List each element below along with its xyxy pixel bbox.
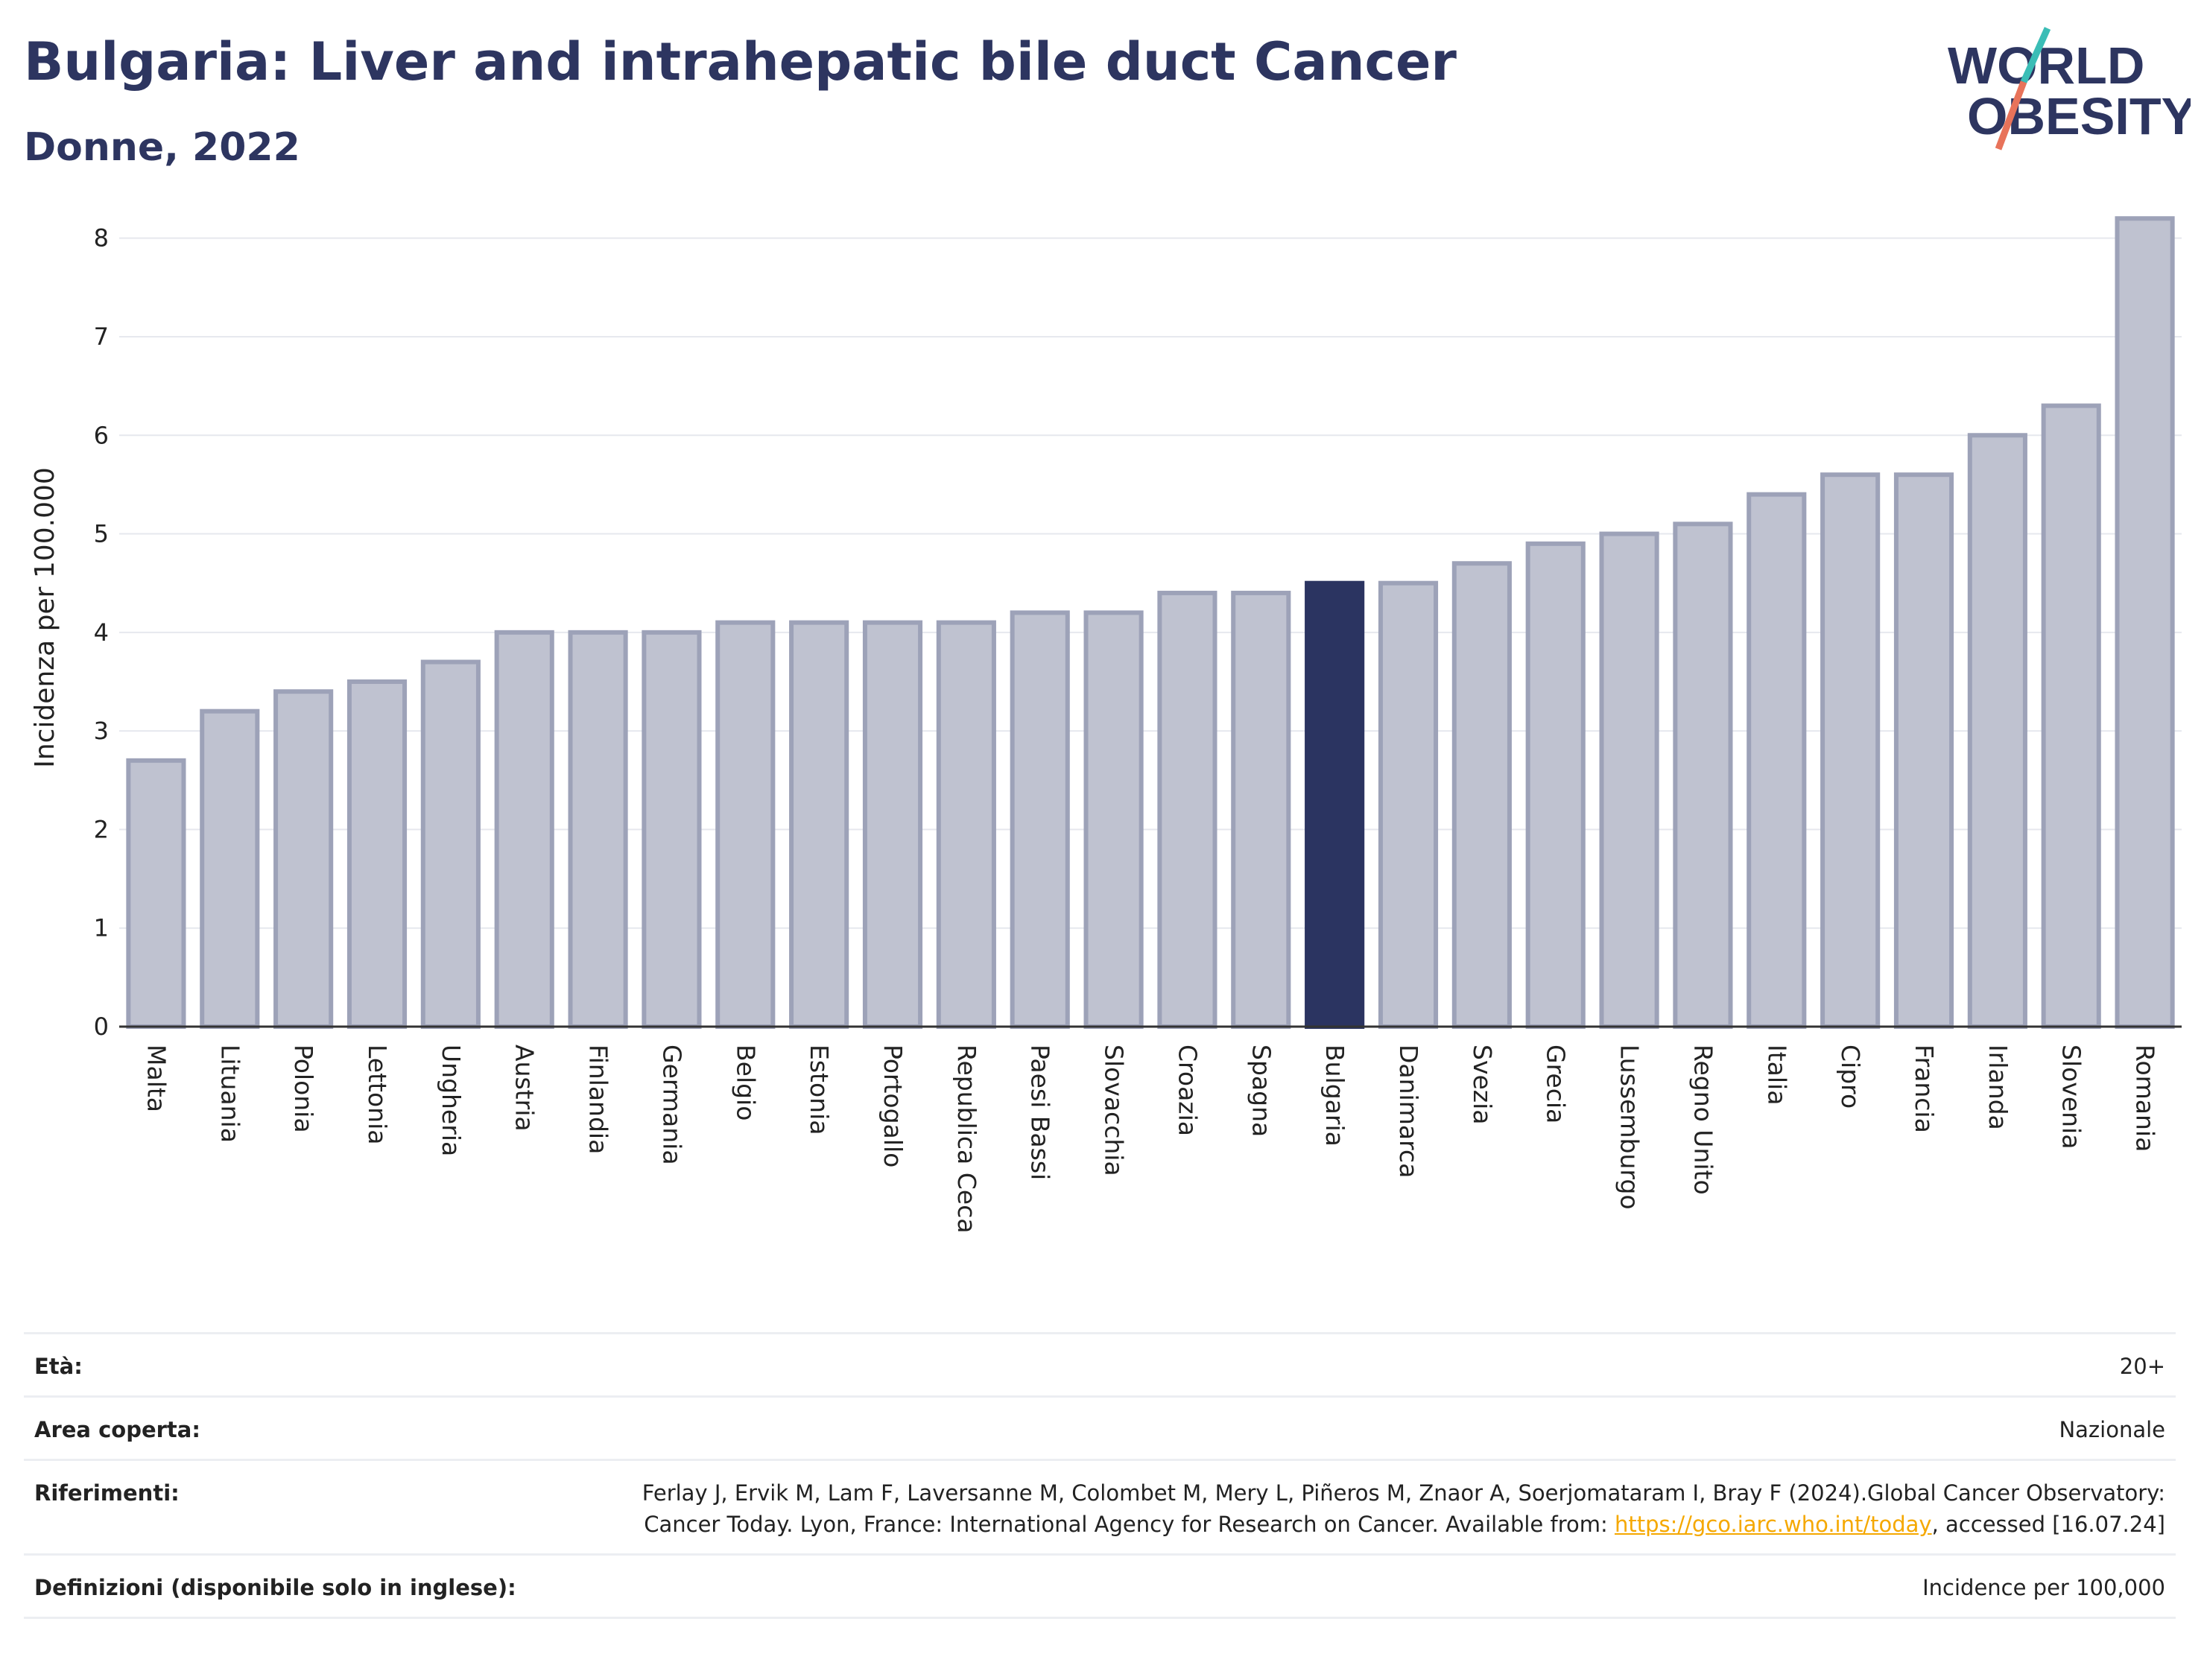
x-tick-label: Bulgaria [1320,1045,1349,1147]
bar-austria [494,630,554,1029]
bar-lituania [200,709,260,1029]
logo-slash-bottom [1995,80,2027,150]
meta-row-area: Area coperta: Nazionale [24,1395,2176,1459]
meta-row-references: Riferimenti: Ferlay J, Ervik M, Lam F, L… [24,1459,2176,1553]
y-tick-label: 6 [94,421,109,449]
bar-romania [2115,216,2175,1030]
x-tick-label: Austria [510,1045,539,1132]
x-tick-label: Regno Unito [1688,1045,1717,1195]
world-obesity-logo: WORLD OBESITY [1948,27,2191,150]
references-accessed: , accessed [16.07.24] [1931,1512,2165,1537]
bar-chart: 0 1 2 3 4 5 6 7 8 Incidenza per 100.000 Malta Litua… [30,216,2182,1233]
meta-area-label: Area coperta: [34,1417,200,1442]
bar-danimarca [1378,580,1439,1029]
meta-age-value: 20+ [2119,1354,2165,1379]
bar-croazia [1157,590,1217,1029]
x-tick-label: Romania [2131,1045,2160,1152]
meta-definitions-value: Incidence per 100,000 [1922,1575,2165,1600]
x-tick-label: Svezia [1468,1045,1497,1125]
y-tick-label: 1 [94,914,109,942]
bar-cipro [1820,472,1881,1029]
x-tick-label: Finlandia [584,1045,613,1154]
bar-paesi-bassi [1010,610,1070,1029]
bar-malta [126,758,186,1029]
logo-line-world: WORLD [1948,37,2144,95]
bar-spagna [1231,590,1291,1029]
x-tick-label: Paesi Bassi [1026,1045,1055,1180]
bar-ungheria [420,659,481,1029]
logo-slash-top [2020,27,2051,83]
x-tick-label: Irlanda [1983,1045,2013,1130]
y-tick-label: 7 [94,323,109,351]
y-tick-label: 4 [94,618,109,647]
bar-grecia [1525,541,1586,1029]
y-tick-label: 3 [94,717,109,745]
y-tick-label: 2 [94,815,109,843]
x-tick-label: Belgio [731,1045,760,1120]
references-text: Ferlay J, Ervik M, Lam F, Laversanne M, … [642,1480,2165,1537]
y-axis-label: Incidenza per 100.000 [30,467,60,768]
bar-bulgaria [1305,580,1365,1029]
x-tick-label: Grecia [1542,1045,1571,1123]
x-tick-label: Croazia [1173,1045,1202,1136]
x-tick-label: Spagna [1247,1045,1276,1137]
bar-regno-unito [1673,522,1733,1029]
bar-francia [1893,472,1954,1029]
x-tick-label: Francia [1910,1045,1939,1133]
meta-references-value: Ferlay J, Ervik M, Lam F, Laversanne M, … [638,1477,2165,1540]
bar-slovacchia [1083,610,1144,1029]
meta-definitions-label: Definizioni (disponibile solo in inglese… [34,1575,516,1600]
x-tick-label: Estonia [805,1045,834,1135]
bar-germania [642,630,702,1029]
bar-lettonia [346,679,408,1030]
bar-slovenia [2041,403,2101,1029]
x-tick-label: Cipro [1836,1045,1865,1109]
x-tick-label: Slovacchia [1100,1045,1129,1176]
x-tick-label: Danimarca [1394,1045,1423,1178]
x-tick-label: Lituania [215,1045,244,1143]
x-tick-label: Slovenia [2057,1045,2086,1149]
bar-polonia [273,689,334,1029]
references-link[interactable]: https://gco.iarc.who.int/today [1614,1512,1932,1537]
x-tick-label: Republica Ceca [952,1045,981,1233]
y-tick-label: 5 [94,520,109,548]
x-tick-label: Malta [142,1045,171,1112]
meta-age-label: Età: [34,1354,83,1379]
y-tick-label: 0 [94,1012,109,1041]
chart-subtitle: Donne, 2022 [24,125,300,170]
x-tick-label: Polonia [289,1045,318,1133]
x-tick-label: Portogallo [878,1045,908,1167]
bar-portogallo [862,620,923,1029]
metadata-table: Età: 20+ Area coperta: Nazionale Riferim… [24,1332,2176,1619]
bar-belgio [715,620,776,1029]
x-tick-label: Lettonia [363,1045,392,1144]
meta-references-label: Riferimenti: [34,1480,180,1506]
bar-republica-ceca [936,620,996,1029]
x-tick-label: Ungheria [437,1045,466,1156]
meta-row-age: Età: 20+ [24,1332,2176,1395]
y-tick-label: 8 [94,224,109,253]
x-tick-label: Germania [657,1045,686,1165]
x-tick-label: Italia [1762,1045,1791,1105]
bar-finlandia [568,630,628,1029]
meta-row-definitions: Definizioni (disponibile solo in inglese… [24,1553,2176,1619]
x-tick-label: Lussemburgo [1615,1045,1644,1210]
meta-area-value: Nazionale [2059,1417,2165,1442]
bar-irlanda [1967,433,2027,1029]
bar-italia [1747,492,1807,1029]
chart-title: Bulgaria: Liver and intrahepatic bile du… [24,31,1457,92]
bar-svezia [1451,561,1512,1029]
bar-lussemburgo [1599,531,1659,1029]
bar-estonia [789,620,849,1029]
